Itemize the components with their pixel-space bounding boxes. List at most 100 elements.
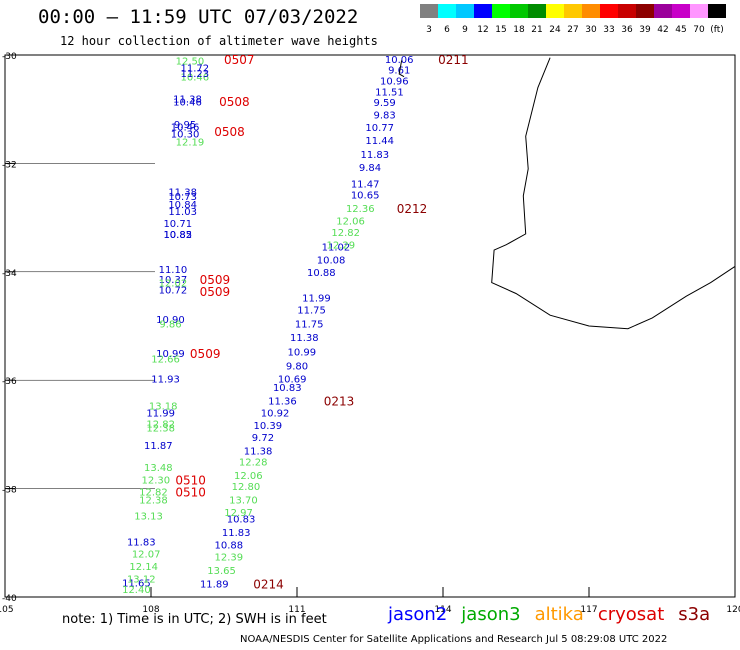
pass-label: 0214 bbox=[253, 577, 284, 591]
wave-height-value: 12.36 bbox=[346, 204, 375, 215]
wave-height-value: 12.06 bbox=[336, 216, 365, 227]
y-tick-label: -32 bbox=[2, 160, 17, 170]
colorbar-swatch bbox=[690, 4, 708, 18]
wave-height-value: 10.69 bbox=[278, 375, 307, 386]
colorbar-swatch bbox=[672, 4, 690, 18]
wave-height-value: 13.48 bbox=[144, 463, 173, 474]
wave-height-value: 10.30 bbox=[171, 130, 200, 141]
pass-label: 0508 bbox=[214, 125, 245, 139]
colorbar-swatch bbox=[420, 4, 438, 18]
x-tick-label: 114 bbox=[434, 605, 451, 615]
pass-label: 0507 bbox=[224, 53, 255, 67]
map-grid bbox=[4, 54, 736, 598]
wave-height-value: 10.84 bbox=[168, 200, 197, 211]
island-outline bbox=[398, 60, 405, 78]
wave-height-value: 9.95 bbox=[174, 120, 196, 131]
wave-height-value: 10.71 bbox=[163, 219, 192, 230]
colorbar-label: 6 bbox=[444, 25, 450, 35]
wave-height-value: 11.65 bbox=[122, 578, 151, 589]
wave-height-value: 9.72 bbox=[252, 433, 274, 444]
wave-height-value: 11.23 bbox=[180, 69, 209, 80]
credit-line: NOAA/NESDIS Center for Satellite Applica… bbox=[240, 634, 668, 645]
wave-height-value: 9.80 bbox=[286, 362, 308, 373]
pass-label: 0211 bbox=[438, 53, 469, 67]
wave-height-value: 10.46 bbox=[171, 123, 200, 134]
colorbar-label: 42 bbox=[657, 25, 668, 35]
colorbar-label: 12 bbox=[477, 25, 488, 35]
colorbar-label: 45 bbox=[675, 25, 686, 35]
legend-cryosat: cryosat bbox=[597, 604, 665, 625]
colorbar-swatch bbox=[474, 4, 492, 18]
wave-height-value: 10.88 bbox=[215, 540, 244, 551]
y-axis-ticks: -30 -32 -34 -36 -38 -40 bbox=[2, 52, 17, 604]
legend-jason2: jason2 bbox=[388, 604, 448, 625]
colorbar-swatch bbox=[456, 4, 474, 18]
wave-height-value: 11.72 bbox=[180, 63, 209, 74]
map-title: 00:00 – 11:59 UTC 07/03/2022 bbox=[38, 6, 359, 28]
y-tick-label: -38 bbox=[2, 486, 17, 496]
colorbar-swatch bbox=[546, 4, 564, 18]
colorbar-swatch bbox=[438, 4, 456, 18]
wave-height-value: 13.13 bbox=[134, 512, 163, 523]
wave-height-value: 10.08 bbox=[317, 255, 346, 266]
wave-height-value: 11.03 bbox=[168, 207, 197, 218]
colorbar-label: 30 bbox=[585, 25, 597, 35]
wave-height-value: 10.83 bbox=[227, 514, 256, 525]
x-axis-ticks: 105 108 111 114 117 120 bbox=[0, 605, 740, 615]
colorbar-label: 18 bbox=[513, 25, 525, 35]
wave-height-value: 12.30 bbox=[142, 475, 171, 486]
satellite-legend: jason2 jason3 altika cryosat s3a bbox=[388, 604, 724, 625]
x-tick-label: 117 bbox=[580, 605, 597, 615]
wave-height-value: 12.40 bbox=[122, 585, 151, 596]
x-tick-label: 108 bbox=[142, 605, 159, 615]
pass-label: 0509 bbox=[200, 273, 231, 287]
wave-height-value: 10.46 bbox=[180, 73, 209, 84]
wave-height-value: 12.38 bbox=[139, 495, 168, 506]
wave-height-value: 12.19 bbox=[176, 138, 205, 149]
wave-height-value: 13.12 bbox=[127, 575, 156, 586]
wave-height-value: 12.06 bbox=[234, 471, 263, 482]
wave-height-value: 10.65 bbox=[351, 190, 380, 201]
colorbar-label: 9 bbox=[462, 25, 468, 35]
wave-height-value: 12.82 bbox=[331, 228, 360, 239]
wave-height-value: 9.86 bbox=[159, 319, 181, 330]
wave-height-value: 10.06 bbox=[385, 55, 414, 66]
colorbar-swatch bbox=[492, 4, 510, 18]
map-frame bbox=[4, 54, 736, 598]
colorbar-label: 39 bbox=[639, 25, 651, 35]
legend-jason3: jason3 bbox=[461, 604, 521, 625]
wave-height-value: 12.14 bbox=[129, 562, 158, 573]
colorbar-swatch bbox=[564, 4, 582, 18]
colorbar-label: 21 bbox=[531, 25, 542, 35]
wave-height-value: 13.70 bbox=[229, 495, 258, 506]
wave-height-value: 10.46 bbox=[173, 98, 202, 109]
wave-height-value: 11.93 bbox=[151, 375, 180, 386]
colorbar-swatch bbox=[618, 4, 636, 18]
wave-height-value: 11.83 bbox=[127, 538, 156, 549]
wave-height-value: 11.75 bbox=[295, 319, 324, 330]
wave-height-value: 10.90 bbox=[156, 315, 185, 326]
pass-label: 0509 bbox=[190, 347, 221, 361]
wave-height-value: 12.80 bbox=[232, 482, 261, 493]
wave-height-value: 9.84 bbox=[359, 163, 381, 174]
wave-height-value: 12.66 bbox=[151, 355, 180, 366]
colorbar-label: 36 bbox=[621, 25, 633, 35]
wave-height-value: 12.82 bbox=[139, 487, 168, 498]
pass-label: 0510 bbox=[175, 473, 206, 487]
colorbar-label: 70 bbox=[693, 25, 705, 35]
footer-note: note: 1) Time is in UTC; 2) SWH is in fe… bbox=[62, 612, 327, 627]
wave-height-value: 12.97 bbox=[224, 508, 253, 519]
colorbar-label: 24 bbox=[549, 25, 561, 35]
wave-height-value: 12.50 bbox=[176, 56, 205, 67]
wave-height-value: 11.87 bbox=[144, 441, 173, 452]
wave-height-value: 11.10 bbox=[159, 265, 188, 276]
x-tick-label: 120 bbox=[726, 605, 740, 615]
wave-height-value: 13.65 bbox=[207, 566, 236, 577]
pass-label: 0508 bbox=[219, 95, 250, 109]
x-tick-label: 111 bbox=[288, 605, 305, 615]
legend-altika: altika bbox=[534, 604, 584, 625]
wave-height-value: 12.28 bbox=[239, 458, 268, 469]
colorbar-swatch bbox=[708, 4, 726, 18]
pass-label: 0213 bbox=[324, 394, 355, 408]
wave-height-value: 12.82 bbox=[146, 420, 175, 431]
